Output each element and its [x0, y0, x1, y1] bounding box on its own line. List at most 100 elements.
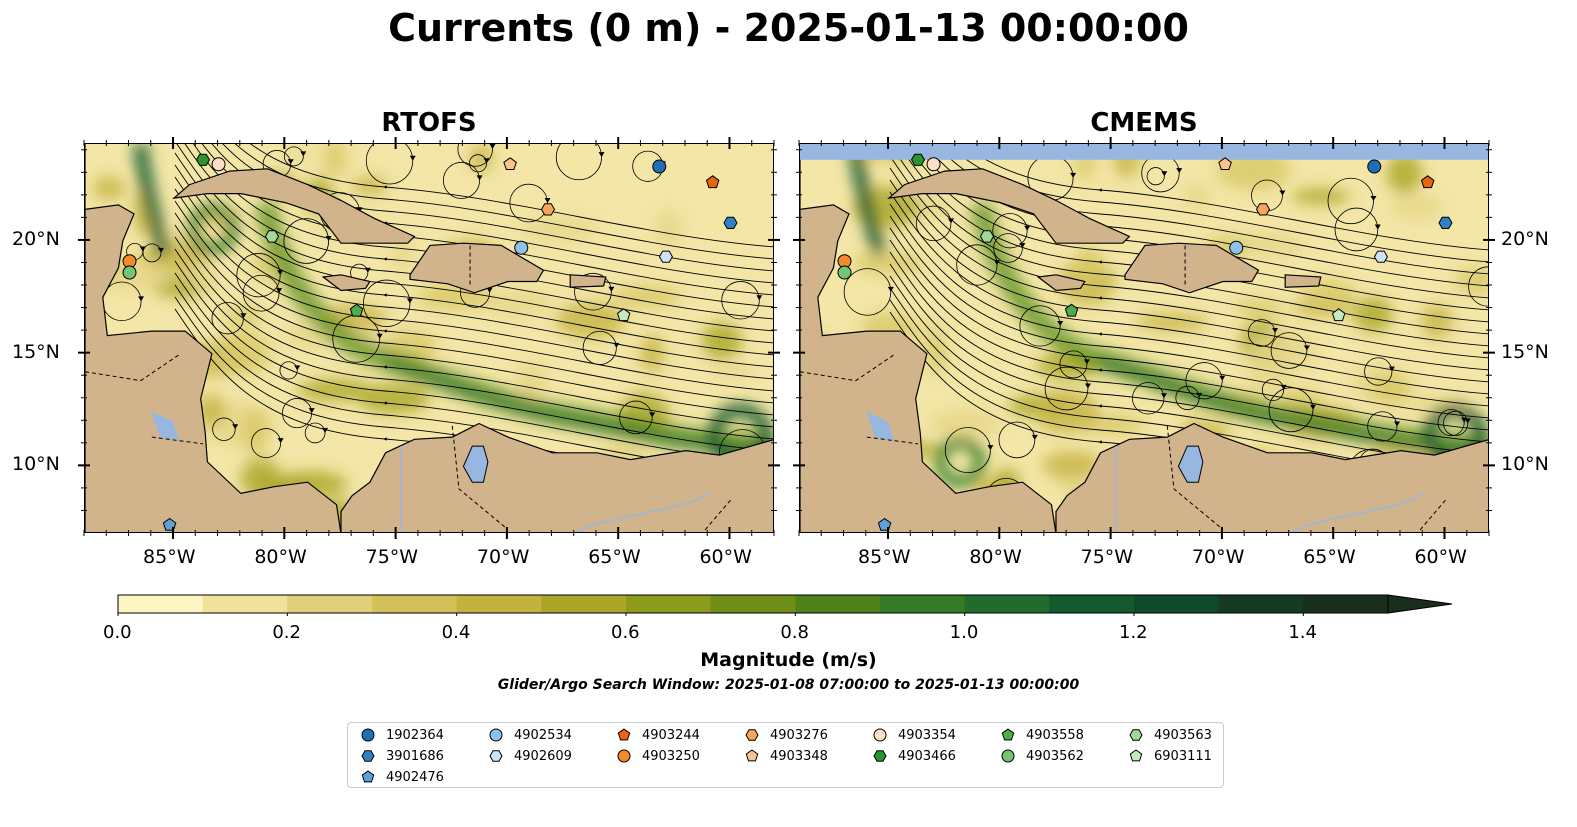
- hexagon-marker-icon: [489, 750, 503, 762]
- land-central: [800, 144, 1057, 532]
- legend-item-4903276: 4903276: [744, 727, 828, 743]
- float-marker-4903466: [910, 153, 926, 166]
- map-canvas-cmems: [800, 144, 1488, 532]
- colorbar-bin: [880, 595, 966, 613]
- hexagon-marker-icon: [1129, 729, 1143, 741]
- legend-item-4903558: 4903558: [1000, 727, 1084, 743]
- y-tick-label: 20°N: [12, 227, 60, 250]
- colorbar-bin: [202, 595, 288, 613]
- hexagon-marker-icon: [361, 750, 375, 762]
- colorbar-bin: [795, 595, 881, 613]
- legend-label: 1902364: [386, 727, 444, 743]
- float-marker-4903348: [503, 157, 517, 170]
- legend-item-4903466: 4903466: [872, 748, 956, 764]
- legend-label: 4903354: [898, 727, 956, 743]
- colorbar-tick-label: 0.6: [611, 622, 640, 643]
- float-legend: 1902364 3901686 4902476 4902534 4902609 49032…: [347, 722, 1224, 788]
- float-marker-4903276: [540, 203, 556, 216]
- circle-marker-icon: [873, 728, 887, 742]
- colorbar-bin: [1049, 595, 1135, 613]
- float-marker-4903244: [1420, 175, 1435, 189]
- x-tick-label: 80°W: [254, 546, 307, 568]
- land-hispaniola: [1124, 242, 1260, 294]
- colorbar-bin: [1218, 595, 1304, 613]
- legend-item-4903354: 4903354: [872, 727, 956, 743]
- float-marker-4903348: [1218, 157, 1232, 170]
- x-tick-label: 75°W: [1080, 546, 1134, 568]
- land-central: [85, 144, 342, 532]
- x-tick-label: 80°W: [969, 546, 1022, 568]
- y-tick-label: 15°N: [1501, 340, 1549, 363]
- float-marker-4903244: [705, 175, 720, 189]
- float-marker-4902534: [514, 240, 529, 255]
- colorbar-tick-label: 1.2: [1119, 622, 1148, 643]
- hexagon-marker-icon: [745, 729, 759, 741]
- colorbar-bin: [964, 595, 1050, 613]
- colorbar-bin: [626, 595, 712, 613]
- colorbar-tick-label: 1.4: [1288, 622, 1317, 643]
- legend-label: 4903250: [642, 748, 700, 764]
- legend-label: 4902476: [386, 769, 444, 785]
- y-tick-label: 10°N: [12, 453, 60, 476]
- legend-label: 4903276: [770, 727, 828, 743]
- land-hispaniola: [409, 242, 545, 294]
- float-marker-4903562: [122, 265, 137, 280]
- float-marker-4903562: [837, 265, 852, 280]
- land-southAmerica: [340, 422, 773, 532]
- x-tick-label: 60°W: [699, 546, 752, 568]
- float-marker-6903111: [616, 308, 631, 322]
- pentagon-marker-icon: [1001, 728, 1015, 741]
- lake-maracaibo: [1177, 445, 1204, 483]
- figure-title: Currents (0 m) - 2025-01-13 00:00:00: [388, 6, 1189, 50]
- legend-label: 6903111: [1154, 748, 1212, 764]
- float-marker-4903558: [1064, 303, 1079, 317]
- colorbar-bin: [118, 595, 204, 613]
- colorbar-tick-label: 0.4: [441, 622, 471, 643]
- colorbar: [117, 594, 1453, 616]
- float-marker-4902609: [1373, 250, 1388, 263]
- legend-item-4903244: 4903244: [616, 727, 700, 743]
- colorbar-bin: [372, 595, 458, 613]
- circle-marker-icon: [1001, 749, 1015, 763]
- legend-item-4903250: 4903250: [616, 748, 700, 764]
- float-marker-3901686: [723, 216, 738, 229]
- circle-marker-icon: [489, 728, 503, 742]
- float-marker-6903111: [1331, 308, 1346, 322]
- legend-item-1902364: 1902364: [360, 727, 444, 743]
- legend-item-3901686: 3901686: [360, 748, 444, 764]
- x-tick-label: 60°W: [1414, 546, 1467, 568]
- lake-nicaragua: [150, 411, 180, 440]
- x-tick-label: 85°W: [143, 546, 196, 568]
- colorbar-bin: [1303, 595, 1389, 613]
- land-cuba: [172, 168, 416, 244]
- x-tick-label: 85°W: [858, 546, 911, 568]
- legend-label: 4903466: [898, 748, 956, 764]
- float-marker-4902609: [658, 250, 673, 263]
- land-cuba: [887, 168, 1131, 244]
- legend-label: 4903348: [770, 748, 828, 764]
- panel-title-cmems: CMEMS: [1090, 108, 1198, 138]
- x-tick-label: 70°W: [1191, 546, 1245, 568]
- legend-label: 4903244: [642, 727, 700, 743]
- circle-marker-icon: [617, 749, 631, 763]
- land-puertoRico: [569, 274, 607, 288]
- x-tick-label: 70°W: [476, 546, 530, 568]
- float-marker-1902364: [652, 159, 667, 174]
- float-marker-1902364: [1367, 159, 1382, 174]
- no-data-band: [800, 144, 1488, 160]
- colorbar-bin: [287, 595, 373, 613]
- legend-label: 4902534: [514, 727, 572, 743]
- land-jamaica: [1036, 274, 1086, 292]
- float-marker-4903466: [195, 153, 211, 166]
- legend-item-4903348: 4903348: [744, 748, 828, 764]
- circle-marker-icon: [361, 728, 375, 742]
- legend-item-4902609: 4902609: [488, 748, 572, 764]
- colorbar-tick-label: 1.0: [949, 622, 979, 643]
- panel-title-rtofs: RTOFS: [381, 108, 477, 138]
- legend-item-4903562: 4903562: [1000, 748, 1084, 764]
- legend-item-4902476: 4902476: [360, 769, 444, 785]
- x-tick-label: 65°W: [1303, 546, 1356, 568]
- legend-label: 4903563: [1154, 727, 1212, 743]
- pentagon-marker-icon: [745, 749, 759, 762]
- x-tick-label: 65°W: [588, 546, 641, 568]
